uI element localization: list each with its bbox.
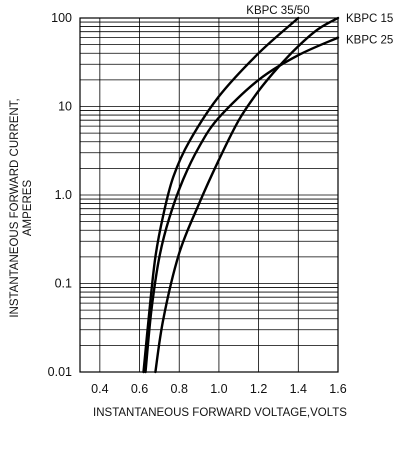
series-label-kbpc-25: KBPC 25 xyxy=(346,35,393,47)
x-tick-label: 0.4 xyxy=(91,382,108,396)
x-tick-label: 0.8 xyxy=(171,382,188,396)
series-label-kbpc-15: KBPC 15 xyxy=(346,13,393,25)
y-tick-label: 0.1 xyxy=(55,277,72,291)
y-tick-label: 10 xyxy=(58,100,72,114)
y-tick-label: 0.01 xyxy=(48,365,72,379)
y-axis-title-line2: AMPERES xyxy=(22,180,34,237)
series-line-kbpc-25 xyxy=(144,36,340,374)
y-axis-title: INSTANTANEOUS FORWARD CURRENT, AMPERES xyxy=(9,98,34,317)
series-labels: KBPC 35/50 KBPC 15 KBPC 25 xyxy=(246,5,393,47)
y-tick-label: 100 xyxy=(51,11,72,25)
x-tick-label: 1.2 xyxy=(250,382,267,396)
series-line-kbpc-15 xyxy=(154,16,340,374)
x-tick-label: 1.0 xyxy=(210,382,227,396)
x-tick-label: 0.6 xyxy=(131,382,148,396)
y-axis-ticks: 0.01 0.1 1.0 10 100 xyxy=(48,11,72,379)
x-tick-label: 1.4 xyxy=(290,382,307,396)
y-tick-label: 1.0 xyxy=(55,188,72,202)
x-axis-ticks: 0.4 0.6 0.8 1.0 1.2 1.4 1.6 xyxy=(91,382,347,396)
chart-series xyxy=(142,16,340,374)
chart-grid xyxy=(80,18,338,372)
y-axis-title-line1: INSTANTANEOUS FORWARD CURRENT, xyxy=(9,98,21,317)
x-axis-title: INSTANTANEOUS FORWARD VOLTAGE,VOLTS xyxy=(93,407,347,419)
plot-frame xyxy=(79,17,339,373)
series-label-kbpc-35-50: KBPC 35/50 xyxy=(246,5,309,17)
x-tick-label: 1.6 xyxy=(329,382,346,396)
series-line-kbpc-35-50 xyxy=(142,16,300,374)
